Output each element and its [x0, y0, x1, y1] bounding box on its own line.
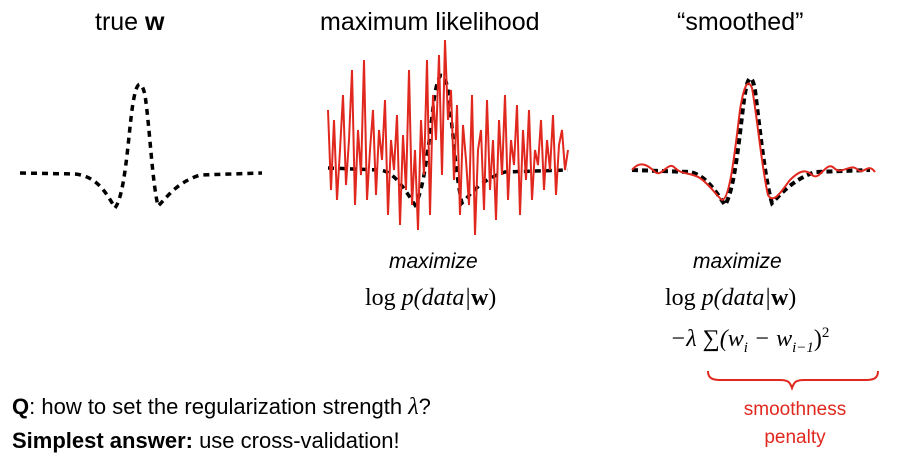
ml-maximize-label: maximize [389, 250, 478, 273]
bold-w: w [145, 8, 165, 36]
ml-objective-expr: log p(data|w) [365, 285, 497, 311]
ml-true-curve [327, 73, 569, 209]
penalty-brace [707, 370, 879, 392]
ml-estimate-curve [327, 39, 569, 236]
smoothed-estimate-curve [631, 82, 876, 202]
question-line: Q: how to set the regularization strengt… [12, 394, 431, 420]
true-w-title: true w [95, 8, 165, 36]
smoothed-objective-expr: log p(data|w) [665, 285, 797, 311]
ml-title: maximum likelihood [320, 8, 540, 36]
smoothed-true-curve [631, 76, 871, 209]
answer-line: Simplest answer: use cross-validation! [12, 428, 400, 453]
smoothness-penalty-label: smoothness penalty [743, 399, 847, 448]
smoothed-maximize-label: maximize [693, 250, 782, 273]
smoothed-title: “smoothed” [677, 8, 804, 36]
smoothness-penalty-expr: −λ ∑(wi − wi−1)2 [670, 325, 830, 356]
true-w-curve [19, 82, 263, 212]
